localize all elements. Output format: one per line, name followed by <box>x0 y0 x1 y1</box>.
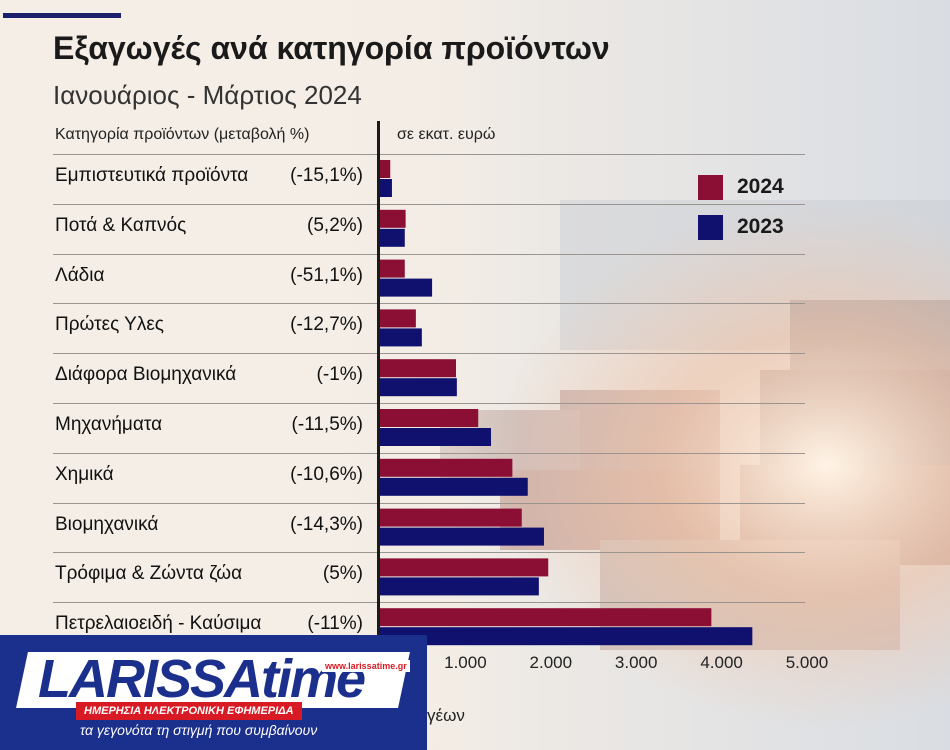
bar-2023 <box>380 627 753 646</box>
legend-swatch-2023 <box>698 214 723 240</box>
logo-tagline: ΗΜΕΡΗΣΙΑ ΗΛΕΚΤΡΟΝΙΚΗ ΕΦΗΜΕΡΙΔΑ <box>76 702 302 720</box>
row-separator <box>53 452 805 454</box>
bar-2023 <box>380 278 433 297</box>
category-change: (5,2%) <box>307 214 363 236</box>
bar-2024 <box>380 508 522 527</box>
x-axis-title: γέων <box>427 706 465 725</box>
x-tick-label: 4.000 <box>700 653 743 672</box>
category-label: Χημικά <box>55 463 114 485</box>
category-label: Εμπιστευτικά προϊόντα <box>55 165 249 186</box>
category-label: Πρώτες Υλες <box>55 314 164 336</box>
category-change: (-11%) <box>307 613 363 635</box>
category-change: (-15,1%) <box>290 165 363 186</box>
legend-swatch-2024 <box>698 174 723 200</box>
chart-subtitle: Ιανουάριος - Μάρτιος 2024 <box>53 80 362 110</box>
category-change: (-14,3%) <box>290 513 363 535</box>
legend-item-2024: 2024 <box>698 174 784 200</box>
bar-2023 <box>380 328 422 347</box>
accent-bar <box>3 13 121 18</box>
bar-2023 <box>380 527 544 546</box>
bar-2023 <box>380 378 457 397</box>
logo-wordmark: LARISSAtime <box>38 649 366 709</box>
category-change: (-51,1%) <box>290 264 363 286</box>
y-axis-line <box>377 121 380 641</box>
bar-2024 <box>380 259 405 278</box>
category-label: Πετρελαιοειδή - Καύσιμα <box>55 613 262 635</box>
bar-2024 <box>380 409 479 427</box>
bar-2023 <box>380 577 539 596</box>
category-label: Τρόφιμα & Ζώντα ζώα <box>55 563 243 585</box>
legend-item-2023: 2023 <box>698 214 784 240</box>
row-separator <box>53 253 805 255</box>
bar-2024 <box>380 359 457 378</box>
bar-2023 <box>380 477 528 496</box>
bar-2023 <box>380 428 492 446</box>
x-tick-label: 2.000 <box>530 653 573 672</box>
bar-2023 <box>380 179 392 197</box>
row-separator <box>53 303 805 305</box>
bar-2024 <box>380 309 416 328</box>
category-label: Βιομηχανικά <box>55 513 159 535</box>
category-change: (-1%) <box>316 364 363 386</box>
bar-2024 <box>380 209 406 228</box>
row-separator <box>53 602 805 604</box>
row-separator <box>53 552 805 554</box>
bar-2024 <box>380 558 549 577</box>
category-label: Ποτά & Καπνός <box>55 214 187 236</box>
category-label: Μηχανήματα <box>55 414 163 435</box>
bar-2024 <box>380 160 391 178</box>
category-column-header: Κατηγορία προϊόντων (μεταβολή %) <box>55 126 310 143</box>
row-separator <box>53 353 805 355</box>
x-tick-label: 3.000 <box>615 653 658 672</box>
chart-title: Εξαγωγές ανά κατηγορία προϊόντων <box>53 30 610 66</box>
row-separator <box>53 403 805 404</box>
legend-label-2023: 2023 <box>737 215 784 238</box>
category-change: (-10,6%) <box>290 463 363 485</box>
x-tick-label: 1.000 <box>444 653 487 672</box>
category-label: Διάφορα Βιομηχανικά <box>55 364 237 386</box>
bar-2024 <box>380 608 712 627</box>
x-tick-label: 5.000 <box>786 653 829 672</box>
unit-column-header: σε εκατ. ευρώ <box>397 126 496 143</box>
row-separator <box>53 203 805 205</box>
logo-url: www.larissatime.gr <box>322 660 410 672</box>
category-change: (-12,7%) <box>290 314 363 336</box>
row-separator <box>53 154 805 155</box>
category-change: (-11,5%) <box>291 414 363 435</box>
category-label: Λάδια <box>55 264 105 286</box>
row-separator <box>53 502 805 504</box>
bar-2024 <box>380 458 513 477</box>
category-change: (5%) <box>322 563 363 585</box>
bar-2023 <box>380 228 405 247</box>
logo-slogan: τα γεγονότα τη στιγμή που συμβαίνουν <box>80 722 318 738</box>
legend-label-2024: 2024 <box>737 175 784 198</box>
